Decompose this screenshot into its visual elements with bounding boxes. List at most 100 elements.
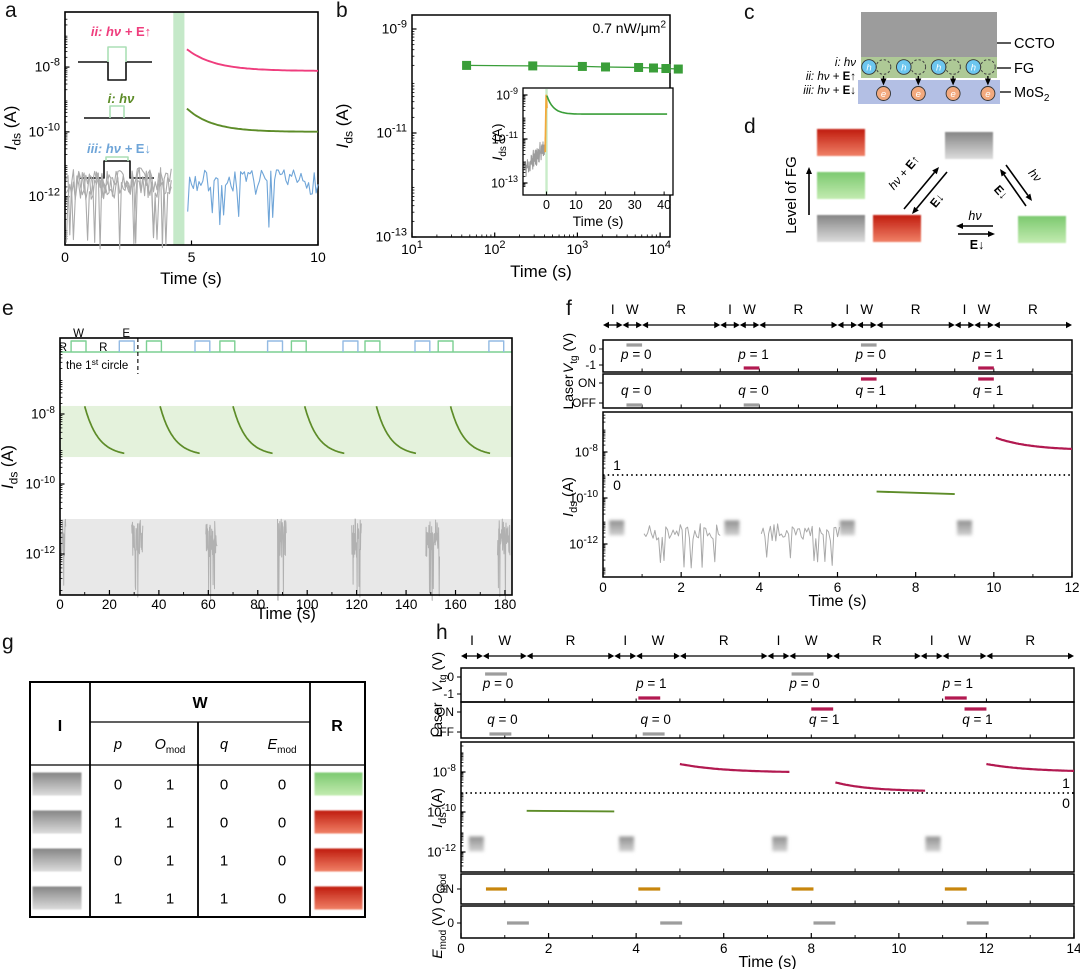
svg-text:h: h [936,63,941,74]
svg-text:10-12: 10-12 [569,535,598,552]
panel-c-label: c [744,1,755,24]
svg-text:q: q [220,737,228,753]
svg-text:I: I [470,633,474,648]
omod-strip: ON [436,873,1075,905]
svg-text:OFF: OFF [430,725,454,739]
svg-text:60: 60 [201,597,216,612]
svg-text:ii: hν + E↑: ii: hν + E↑ [806,71,856,83]
panel-g-truth-table: I W Rp Omod q Emod 0 1 0 0 1 1 0 0 0 1 1 0 1 1 1 0 [29,681,366,918]
svg-text:10-13: 10-13 [491,174,518,190]
panel-e-label: e [2,297,14,320]
plot-frame [59,337,513,596]
series [59,406,511,601]
svg-text:8: 8 [808,941,816,956]
svg-text:140: 140 [395,597,418,612]
svg-text:0: 0 [114,853,122,870]
svg-text:R: R [566,633,576,648]
svg-text:10-9: 10-9 [382,19,407,37]
svg-text:6: 6 [834,580,842,595]
svg-text:1: 1 [613,457,621,473]
svg-text:4: 4 [632,941,640,956]
svg-text:E↓: E↓ [991,182,1011,202]
svg-text:-1: -1 [585,358,596,372]
svg-text:Omod: Omod [429,874,449,904]
svg-text:W: W [860,302,873,317]
panel-h-label: h [436,621,448,644]
svg-text:W: W [73,328,84,340]
svg-text:p = 1: p = 1 [942,676,973,691]
svg-text:p = 0: p = 0 [855,347,886,362]
svg-text:10-12: 10-12 [26,545,56,562]
svg-text:q = 0: q = 0 [621,383,651,398]
laser-strip: ON OFF q = 0 q = 0 q = 1 q = 1 [430,701,1075,739]
svg-text:R: R [331,718,343,735]
svg-text:0: 0 [278,891,286,908]
svg-text:8: 8 [912,580,920,595]
svg-text:10: 10 [891,941,906,956]
svg-text:ON: ON [436,705,454,719]
svg-text:10-12: 10-12 [29,186,60,204]
svg-text:10-10: 10-10 [26,475,56,492]
svg-text:Time (s): Time (s) [738,954,796,969]
pulse-train [60,340,512,353]
svg-text:Time (s): Time (s) [573,213,624,229]
svg-text:ON: ON [578,376,596,390]
svg-text:10: 10 [986,580,1001,595]
svg-text:W: W [805,633,818,648]
svg-text:hν: hν [1026,166,1045,185]
axes: 10-12 10-10 10-8 0 5 10 Time (s) Ids (A) [1,18,326,288]
series [65,48,319,250]
svg-text:Time (s): Time (s) [510,262,572,281]
svg-text:Vtg (V): Vtg (V) [560,333,580,373]
svg-text:p = 0: p = 0 [482,676,513,691]
svg-text:Level of FG: Level of FG [783,156,800,234]
svg-text:h: h [971,63,976,74]
svg-text:0: 0 [599,580,607,595]
panel-d-fg-level-diagram: Level of FG hν + E↑E↓hνE↓hνE↓ [783,129,1066,252]
svg-text:q = 0: q = 0 [640,712,670,727]
svg-text:4: 4 [756,580,764,595]
table-row: 0 1 1 0 [32,848,363,872]
svg-text:20: 20 [102,597,117,612]
table-row: 1 1 0 0 [32,810,363,834]
svg-text:0: 0 [56,597,64,612]
svg-text:1: 1 [166,777,174,794]
svg-text:R: R [911,302,921,317]
svg-text:R: R [1025,633,1035,648]
svg-text:R: R [794,302,804,317]
svg-text:I: I [963,302,967,317]
svg-text:i: hν: i: hν [108,91,135,106]
panel-f-label: f [566,297,572,320]
svg-text:Ids (A): Ids (A) [333,104,356,149]
panel-c-device-schematic: h e h e h e h e CCTO FG MoS2 i: hν ii: hν + E↑ iii: h… [803,12,1055,104]
svg-text:-1: -1 [443,687,454,701]
svg-text:Vtg (V): Vtg (V) [429,652,449,692]
svg-text:iii: hν + E↓: iii: hν + E↓ [803,85,856,97]
svg-text:E↓: E↓ [927,191,947,211]
svg-text:0: 0 [278,815,286,832]
panel-d-label: d [744,115,756,138]
svg-text:10: 10 [310,249,326,265]
svg-text:1: 1 [166,853,174,870]
svg-text:0: 0 [278,777,286,794]
svg-text:q = 0: q = 0 [487,712,517,727]
svg-text:0: 0 [1062,795,1070,811]
svg-text:1: 1 [166,815,174,832]
svg-text:iii: hν + E↓: iii: hν + E↓ [87,141,151,156]
svg-text:e: e [950,89,955,100]
svg-text:10-8: 10-8 [35,57,60,75]
triangle-boxes [873,132,1066,243]
svg-text:e: e [916,89,921,100]
svg-text:ON: ON [436,882,454,896]
svg-text:Laser: Laser [429,702,445,737]
svg-text:160: 160 [444,597,467,612]
time-axis: 0 2 4 6 8 10 12 14 Time (s) [457,933,1080,969]
svg-text:I: I [777,633,781,648]
svg-text:Omod: Omod [155,737,186,756]
plot-frame [64,11,319,246]
